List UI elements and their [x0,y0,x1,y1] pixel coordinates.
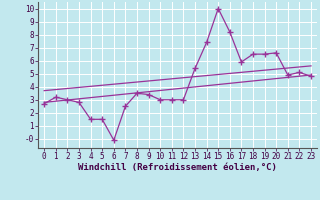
X-axis label: Windchill (Refroidissement éolien,°C): Windchill (Refroidissement éolien,°C) [78,163,277,172]
